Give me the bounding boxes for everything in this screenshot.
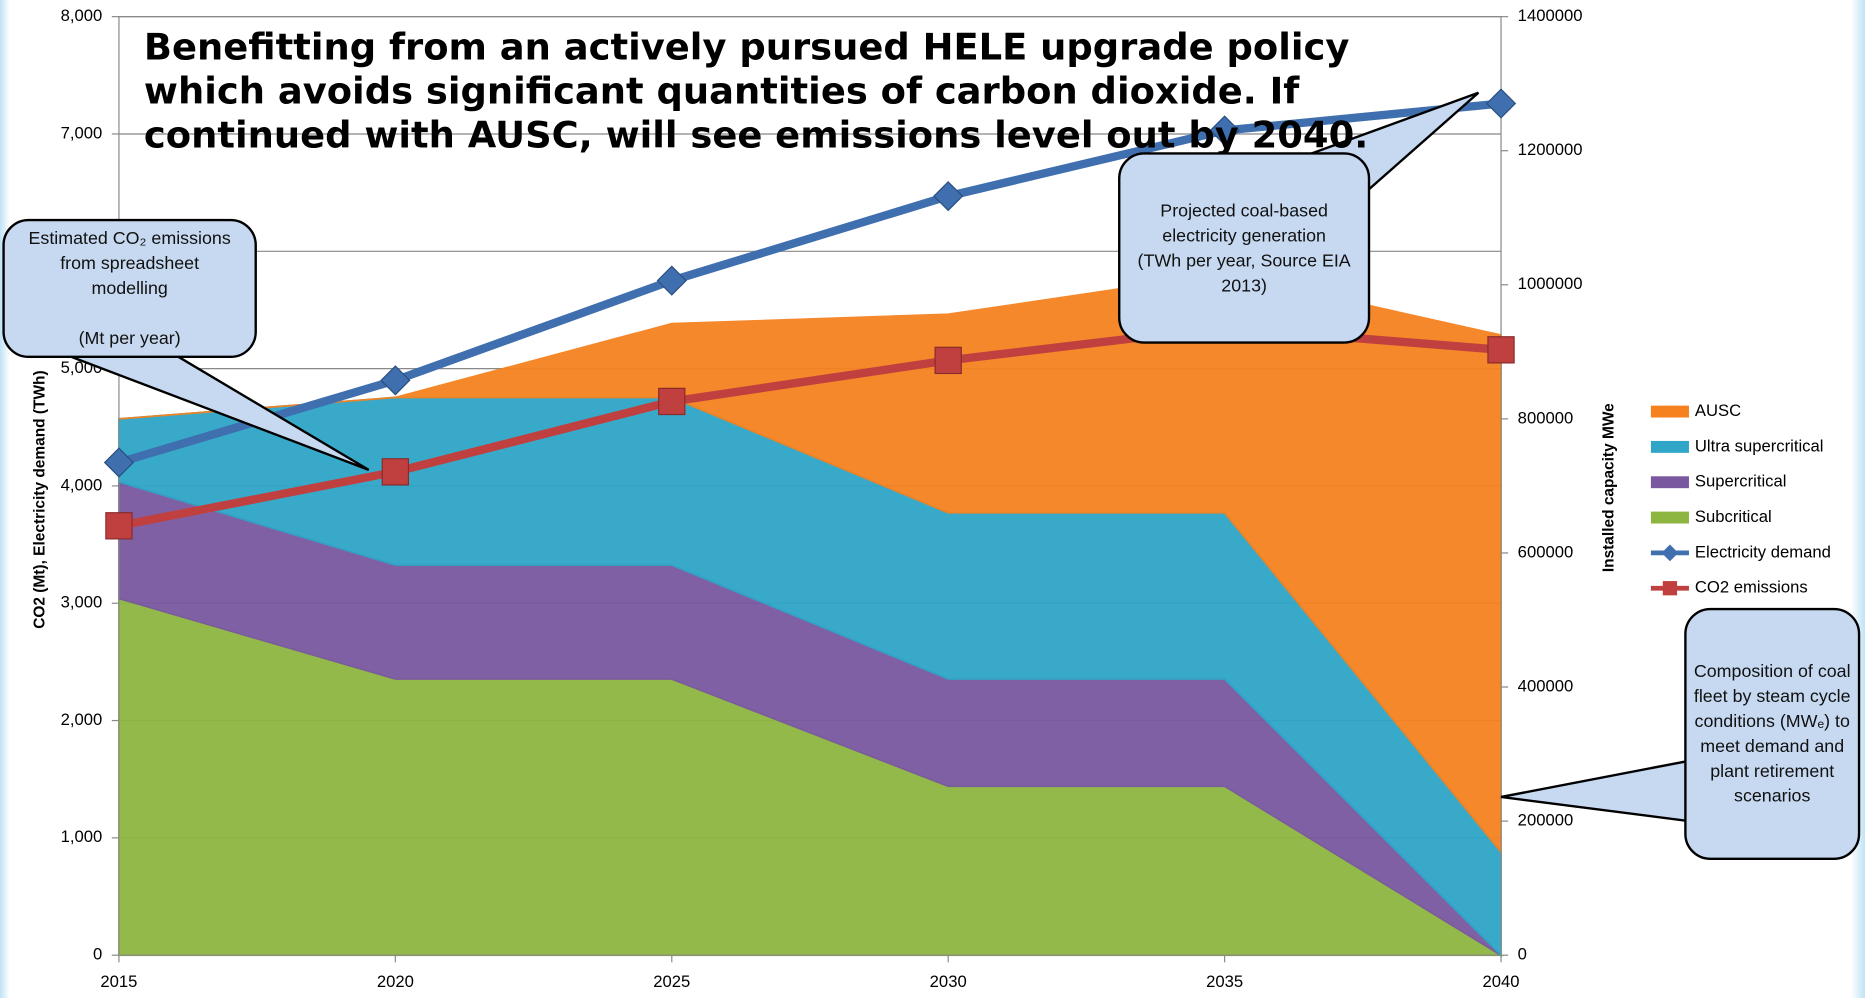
legend-swatch	[1650, 405, 1689, 418]
x-tick-label: 2030	[930, 972, 967, 991]
y2-tick-label: 400000	[1518, 676, 1574, 695]
callout-text: meet demand and	[1700, 736, 1845, 757]
y2-tick-label: 1400000	[1518, 6, 1583, 25]
x-tick-label: 2035	[1206, 972, 1243, 991]
x-tick-label: 2015	[100, 972, 137, 991]
y-tick-label: 8,000	[61, 6, 103, 25]
y-axis-label: CO2 (Mt), Electricity demand (TWh)	[32, 370, 49, 628]
chart-title: Benefitting from an actively pursued HEL…	[143, 26, 1369, 158]
legend-label: Electricity demand	[1695, 542, 1831, 561]
y-tick-label: 4,000	[61, 475, 103, 494]
callout-text: from spreadsheet	[60, 253, 200, 274]
legend-label: CO2 emissions	[1695, 578, 1808, 597]
marker	[934, 346, 962, 375]
y2-tick-label: 1200000	[1518, 140, 1583, 159]
marker	[105, 512, 133, 540]
callout-text: plant retirement	[1710, 761, 1835, 782]
y2-tick-label: 0	[1518, 945, 1527, 964]
legend-marker	[1662, 581, 1678, 596]
marker	[1485, 88, 1517, 119]
callout: Composition of coal fleet by steam cycle c…	[1684, 607, 1861, 861]
legend-label: Supercritical	[1695, 472, 1787, 491]
line	[117, 99, 1502, 467]
marker	[1209, 115, 1240, 146]
marker	[656, 265, 687, 296]
callout-text	[5, 301, 255, 326]
callout: Projected coal-based electricity generati…	[1118, 152, 1371, 344]
y-tick-label: 1,000	[61, 827, 103, 846]
legend-marker	[1661, 544, 1679, 562]
callout-text: 2013)	[1221, 275, 1267, 296]
legend-label: Subcritical	[1695, 507, 1772, 526]
y-tick-label: 3,000	[61, 593, 103, 612]
legend-label: AUSC	[1695, 401, 1741, 420]
marker	[380, 365, 411, 396]
callout-text: scenarios	[1734, 786, 1811, 807]
callout-text: Composition of coal	[1693, 661, 1851, 682]
callout-text: Estimated CO₂ emissions	[28, 228, 231, 249]
callout-text: modelling	[91, 278, 168, 299]
marker	[933, 181, 964, 212]
x-tick-label: 2040	[1483, 972, 1520, 991]
callout: Estimated CO₂ emissions from spreadsheet m…	[2, 218, 257, 359]
plot-frame	[118, 16, 1502, 956]
marker	[381, 458, 410, 486]
x-tick-label: 2020	[377, 972, 414, 991]
x-tick-label: 2025	[653, 972, 690, 991]
legend-swatch	[1650, 440, 1689, 453]
callout-text: electricity generation	[1162, 225, 1326, 246]
y-tick-label: 2,000	[61, 710, 103, 729]
legend-label: Ultra supercritical	[1695, 436, 1824, 455]
marker	[658, 387, 686, 416]
legend-swatch	[1650, 476, 1689, 489]
callout-text: fleet by steam cycle	[1693, 686, 1851, 707]
callout-text: Projected coal-based	[1160, 200, 1328, 221]
y2-tick-label: 1000000	[1518, 274, 1583, 293]
marker	[103, 447, 135, 478]
callout-text: (Mt per year)	[78, 328, 181, 349]
y2-tick-label: 200000	[1518, 810, 1574, 829]
y-tick-label: 0	[93, 945, 102, 964]
y2-tick-label: 800000	[1518, 408, 1574, 427]
y2-tick-label: 600000	[1518, 542, 1574, 561]
marker	[1487, 336, 1515, 364]
callout-text: conditions (MWₑ) to	[1694, 711, 1850, 732]
callout-text: (TWh per year, Source EIA	[1137, 250, 1351, 271]
y-tick-label: 7,000	[61, 123, 103, 142]
legend-swatch	[1650, 511, 1689, 524]
y2-axis-label: Installed capacity MWe	[1600, 403, 1617, 572]
